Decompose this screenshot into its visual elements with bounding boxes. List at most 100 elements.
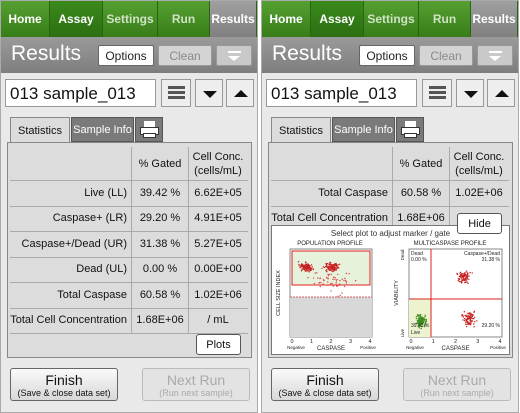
list-button[interactable] [422, 79, 452, 107]
options-button[interactable]: Options [98, 45, 154, 66]
event-dot [339, 283, 341, 285]
nav-tab[interactable]: Run [419, 1, 471, 37]
event-dot [424, 315, 426, 318]
x-end-label: Positive [490, 345, 506, 350]
event-dot [419, 321, 422, 323]
down-button[interactable] [195, 79, 223, 107]
event-dot [464, 314, 466, 317]
event-dot [335, 285, 338, 287]
axis-label: VIABILITY [394, 280, 400, 306]
event-dot [321, 267, 323, 270]
event-dot [334, 263, 337, 265]
event-dot [328, 263, 330, 265]
x-tick-label: 2 [329, 339, 332, 345]
event-dot [329, 268, 331, 270]
event-dot [307, 270, 310, 272]
event-dot [333, 265, 335, 267]
sample-info-tab[interactable]: Sample Info [332, 117, 395, 142]
event-dot [466, 316, 469, 318]
print-tab[interactable] [396, 117, 424, 142]
up-button[interactable] [226, 79, 254, 107]
nav-bar: Home Assay Settings Run Results [1, 1, 257, 37]
event-dot [335, 268, 337, 270]
statistics-tab[interactable]: Statistics [10, 117, 70, 143]
event-dot [341, 278, 343, 280]
nav-tab[interactable]: Assay [50, 1, 103, 37]
header-bar: Results Options Clean [262, 37, 518, 73]
x-end-label: Positive [360, 345, 376, 350]
event-dot [421, 323, 424, 325]
event-dot [331, 265, 333, 267]
clean-button[interactable]: Clean [158, 45, 212, 66]
print-tab[interactable] [135, 117, 163, 142]
event-dot [416, 320, 419, 322]
event-dot [328, 273, 330, 276]
button-label: Next Run [427, 371, 487, 388]
event-dot [476, 320, 478, 322]
event-dot [303, 266, 305, 268]
options-button[interactable]: Options [359, 45, 415, 66]
event-dot [463, 317, 466, 320]
plot-hint: Select plot to adjust marker / gate [330, 229, 451, 238]
nav-tab[interactable]: Settings [364, 1, 419, 37]
event-dot [325, 263, 328, 265]
event-dot [328, 267, 330, 270]
x-tick-label: 0 [409, 339, 412, 345]
nav-tab[interactable]: Results [210, 1, 257, 37]
list-button[interactable] [161, 79, 191, 107]
finish-button[interactable]: Finish (Save & close data set) [10, 368, 118, 401]
event-dot [343, 279, 345, 282]
event-dot [471, 320, 474, 322]
event-dot [459, 271, 462, 274]
nav-tab[interactable]: Results [471, 1, 518, 37]
up-button[interactable] [487, 79, 515, 107]
printer-icon [405, 121, 416, 128]
event-dot [301, 264, 304, 266]
event-dot [473, 326, 475, 328]
y-end-label: Live [400, 328, 405, 337]
plots[interactable]: POPULATION PROFILE CELL SIZE INDEX 0 1 2 3 4 Ne… [272, 239, 509, 354]
menu-button[interactable] [216, 45, 252, 66]
column-header: Cell Conc. (cells/mL) [192, 150, 244, 177]
event-dot [345, 282, 348, 284]
statistics-tab[interactable]: Statistics [271, 117, 331, 143]
sample-input[interactable]: 013 sample_013 [5, 79, 156, 107]
event-dot [416, 321, 419, 324]
toggle-button[interactable]: Plots [196, 334, 241, 355]
event-dot [325, 266, 328, 268]
sample-input[interactable]: 013 sample_013 [266, 79, 417, 107]
event-dot [463, 319, 466, 322]
event-dot [415, 316, 418, 318]
nav-tab[interactable]: Home [262, 1, 311, 37]
down-icon [203, 91, 217, 98]
nav-tab[interactable]: Assay [311, 1, 364, 37]
event-dot [470, 320, 472, 323]
cell: 5.27E+05 [194, 237, 242, 250]
menu-button[interactable] [477, 45, 513, 66]
grid-line [449, 147, 450, 231]
event-dot [466, 281, 468, 283]
next-run-button[interactable]: Next Run (Run next sample) [403, 368, 511, 401]
event-dot [418, 326, 420, 329]
finish-button[interactable]: Finish (Save & close data set) [271, 368, 379, 401]
nav-tab[interactable]: Run [158, 1, 210, 37]
event-dot [419, 323, 421, 326]
nav-tab[interactable]: Home [1, 1, 50, 37]
event-dot [463, 272, 466, 274]
next-run-button[interactable]: Next Run (Run next sample) [142, 368, 250, 401]
nav-tab[interactable]: Settings [103, 1, 158, 37]
row-label: Total Cell Concentration [10, 314, 127, 327]
event-dot [348, 272, 350, 275]
event-dot [418, 314, 420, 316]
event-dot [300, 266, 302, 268]
clean-button[interactable]: Clean [419, 45, 473, 66]
plot-area[interactable]: Select plot to adjust marker / gate POPUL… [271, 225, 510, 355]
event-dot [472, 314, 474, 317]
event-dot [474, 321, 476, 323]
event-dot [466, 273, 469, 276]
toggle-button[interactable]: Hide [457, 213, 502, 234]
grid-line [10, 307, 248, 309]
event-dot [466, 323, 468, 326]
down-button[interactable] [456, 79, 484, 107]
sample-info-tab[interactable]: Sample Info [71, 117, 134, 142]
